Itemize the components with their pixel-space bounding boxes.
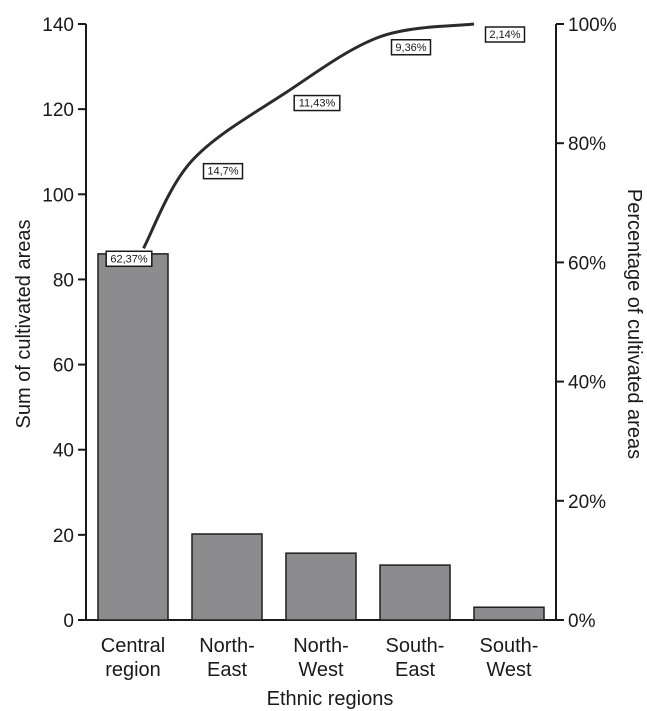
- percentage-label-box: [293, 94, 341, 112]
- percentage-label: 62,37%: [105, 250, 153, 268]
- percentage-label-box: [202, 162, 244, 180]
- category-label: Central region: [101, 635, 165, 681]
- right-tick-label: 40%: [568, 373, 606, 394]
- bar: [285, 552, 357, 621]
- bar: [191, 533, 263, 621]
- percentage-label: 11,43%: [293, 94, 341, 112]
- percentage-label-box: [484, 26, 526, 43]
- right-y-axis: 0% 20% 40% 60% 80% 100%: [555, 15, 617, 632]
- cumulative-percentage-labels: 62,37% 14,7% 11,43% 9,36% 2,14%: [105, 26, 526, 268]
- y-axis-title: Sum of cultivated areas: [13, 220, 35, 429]
- category-label: North-East: [199, 635, 255, 681]
- percentage-label: 9,36%: [390, 39, 432, 56]
- category-label: South-West: [480, 635, 539, 681]
- right-tick-label: 0%: [568, 611, 596, 632]
- left-tick-label: 60: [53, 356, 74, 377]
- percentage-label-text: 2,14%: [489, 29, 520, 41]
- x-axis-categories: Central region North-East North-West South-E…: [101, 635, 539, 681]
- right-tick-label: 100%: [568, 15, 617, 36]
- y2-axis-title: Percentage of cultivated areas: [623, 189, 645, 459]
- percentage-label-box: [390, 39, 432, 56]
- category-label: North-West: [293, 635, 349, 681]
- bar: [379, 564, 451, 621]
- left-tick-label: 80: [53, 270, 74, 291]
- right-tick-label: 80%: [568, 134, 606, 155]
- percentage-label: 2,14%: [484, 26, 526, 43]
- percentage-label-text: 14,7%: [207, 166, 238, 178]
- right-tick-label: 20%: [568, 492, 606, 513]
- cumulative-percentage-line: [142, 22, 475, 250]
- percentage-label-text: 62,37%: [110, 253, 148, 265]
- percentage-label-text: 11,43%: [299, 98, 336, 110]
- right-tick-label: 60%: [568, 253, 606, 274]
- left-tick-label: 140: [42, 15, 74, 36]
- left-tick-label: 100: [42, 185, 74, 206]
- percentage-label: 14,7%: [202, 162, 244, 180]
- bar-series: [97, 253, 545, 621]
- percentage-label-box: [105, 250, 153, 268]
- bar: [473, 606, 545, 621]
- x-axis-title: Ethnic regions: [267, 688, 394, 710]
- bar: [97, 253, 169, 621]
- percentage-label-text: 9,36%: [395, 42, 426, 54]
- left-tick-label: 40: [53, 441, 74, 462]
- left-tick-label: 0: [63, 611, 74, 632]
- category-label: South-East: [386, 635, 445, 681]
- left-tick-label: 120: [42, 100, 74, 121]
- left-tick-label: 20: [53, 526, 74, 547]
